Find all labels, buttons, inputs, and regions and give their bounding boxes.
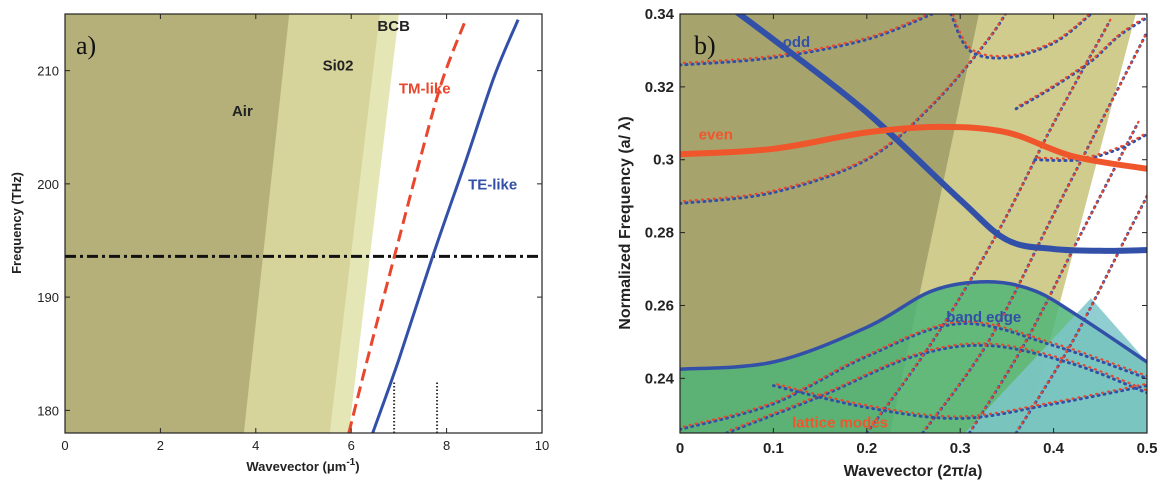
panel-b-label: b) bbox=[694, 31, 716, 60]
y-tick-label: 0.24 bbox=[645, 370, 675, 387]
lattice-mode-red-4 bbox=[680, 14, 932, 65]
series-odd bbox=[734, 14, 1147, 254]
region-air bbox=[65, 14, 290, 433]
lattice-mode-red-3 bbox=[680, 14, 1007, 203]
x-tick-label: 4 bbox=[252, 438, 259, 453]
annotation-si02: Si02 bbox=[323, 58, 354, 75]
panel-a-ylabel: Frequency (THz) bbox=[9, 172, 24, 274]
lattice-mode-red-2 bbox=[726, 342, 1147, 433]
annotation-even: even bbox=[699, 127, 733, 144]
x-tick-label: 0.4 bbox=[1043, 440, 1065, 457]
panel-b-ticks: 0 0.1 0.2 0.3 0.4 0.5 0.24 0.26 0.28 0.3 0.32 0.34 bbox=[645, 6, 1158, 457]
x-tick-label: 0.2 bbox=[856, 440, 877, 457]
panel-a-chart: 0 2 4 6 8 10 180 190 200 210 Air Si02 BCB TM-like TE-… bbox=[9, 13, 549, 474]
lattice-mode-red-10 bbox=[1016, 14, 1147, 108]
x-tick-label: 0.5 bbox=[1137, 440, 1158, 457]
lattice-mode-red-7 bbox=[969, 120, 1140, 433]
y-tick-label: 180 bbox=[37, 403, 59, 418]
panel-b-frame bbox=[679, 13, 1148, 434]
annotation-te-like: TE-like bbox=[468, 177, 517, 194]
x-tick-label: 2 bbox=[157, 438, 164, 453]
lattice-mode-red-11 bbox=[1034, 131, 1147, 160]
x-tick-label: 10 bbox=[535, 438, 549, 453]
panel-a-frame bbox=[64, 13, 543, 434]
y-tick-label: 0.28 bbox=[645, 225, 674, 242]
y-tick-label: 210 bbox=[37, 64, 59, 79]
lattice-mode-blue-1 bbox=[680, 322, 1147, 431]
y-tick-label: 0.26 bbox=[645, 297, 674, 314]
lattice-mode-blue-6 bbox=[921, 30, 1147, 433]
lattice-mode-red-12 bbox=[773, 382, 1147, 418]
x-tick-label: 8 bbox=[443, 438, 450, 453]
panel-a-annotations: Air Si02 BCB TM-like TE-like bbox=[232, 18, 517, 194]
x-tick-label: 0.1 bbox=[763, 440, 784, 457]
x-tick-label: 0 bbox=[61, 438, 68, 453]
lattice-mode-blue-11 bbox=[1033, 132, 1147, 163]
panel-b-annotations: odd even band edge lattice modes bbox=[699, 34, 1022, 432]
annotation-band-edge: band edge bbox=[946, 309, 1021, 326]
lattice-mode-red-6 bbox=[922, 29, 1147, 433]
annotation-lattice-modes: lattice modes bbox=[792, 415, 888, 432]
panel-b-marks bbox=[680, 14, 1147, 433]
x-tick-label: 0 bbox=[676, 440, 684, 457]
panel-b-ylabel: Normalized Frequency (a/ λ) bbox=[617, 116, 634, 329]
panel-a-xlabel: Wavevector (μm-1) bbox=[246, 457, 359, 474]
annotation-bcb: BCB bbox=[377, 18, 410, 35]
lattice-mode-blue-4 bbox=[680, 14, 934, 67]
series-te-like bbox=[371, 19, 520, 433]
panel-b-xlabel: Wavevector (2π/a) bbox=[844, 463, 983, 480]
annotation-tm-like: TM-like bbox=[399, 80, 451, 97]
panel-a-marks bbox=[65, 19, 542, 433]
x-tick-label: 6 bbox=[348, 438, 355, 453]
panel-a-label: a) bbox=[76, 31, 96, 60]
lattice-mode-blue-2 bbox=[725, 343, 1147, 433]
lattice-mode-red-1 bbox=[680, 320, 1147, 429]
series-tm-like bbox=[347, 19, 468, 433]
panel-a-regions bbox=[65, 14, 399, 433]
annotation-air: Air bbox=[232, 103, 253, 120]
y-tick-label: 190 bbox=[37, 290, 59, 305]
x-tick-label: 0.3 bbox=[950, 440, 971, 457]
y-tick-label: 0.3 bbox=[653, 152, 674, 169]
y-tick-label: 0.34 bbox=[645, 6, 675, 23]
panel-b-regions bbox=[680, 14, 1147, 433]
panel-a-ticks: 0 2 4 6 8 10 180 190 200 210 bbox=[37, 14, 549, 453]
series-even bbox=[680, 123, 1147, 172]
annotation-odd: odd bbox=[783, 34, 811, 51]
y-tick-label: 0.32 bbox=[645, 79, 674, 96]
lattice-mode-red-9 bbox=[951, 14, 1092, 58]
y-tick-label: 200 bbox=[37, 177, 59, 192]
series-band-edge bbox=[680, 280, 1147, 371]
panel-b-chart: 0 0.1 0.2 0.3 0.4 0.50.240.260.280.30.320.34 … bbox=[617, 6, 1158, 480]
